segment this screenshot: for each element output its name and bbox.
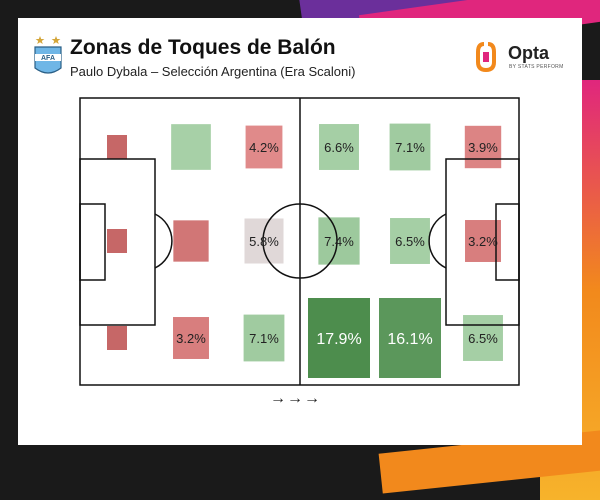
zone-label: 3.9% — [468, 140, 498, 155]
zone-label: 3.2% — [176, 331, 206, 346]
center-circle — [262, 203, 338, 279]
zone-label: 17.9% — [316, 331, 361, 348]
zone-cell — [319, 124, 359, 170]
zone-label: 6.5% — [468, 331, 498, 346]
opta-logo-icon — [476, 42, 496, 72]
left-penalty-arc — [154, 213, 173, 269]
zone-label: 7.1% — [249, 331, 279, 346]
zone-cell — [318, 217, 360, 265]
zone-cell — [464, 125, 502, 169]
zone-label: 4.2% — [249, 140, 279, 155]
chart-title: Zonas de Toques de Balón — [70, 36, 336, 59]
right-penalty-arc — [428, 213, 447, 269]
chart-card: AFA Zonas de Toques de Balón Paulo Dybal… — [18, 18, 582, 445]
zone-label: 6.5% — [395, 234, 425, 249]
chart-subtitle: Paulo Dybala – Selección Argentina (Era … — [70, 64, 356, 79]
left-goal-box — [79, 203, 106, 281]
zone-label: 16.1% — [387, 331, 432, 348]
afa-crest-icon: AFA — [34, 36, 62, 74]
labels-layer: 3.2% 4.2% 5.8% 7.1% 6.6% 7.4% 17.9% 7.1% 6.5% 16.… — [176, 140, 498, 348]
zone-cell — [243, 314, 285, 362]
zone-cell — [171, 124, 211, 170]
zone-cell — [465, 220, 501, 262]
zone-cell — [107, 326, 127, 350]
zone-cell — [107, 135, 127, 159]
zone-cell — [173, 220, 209, 262]
zone-cell — [463, 315, 503, 361]
pitch-lines — [79, 97, 520, 386]
zone-label: 3.2% — [468, 234, 498, 249]
zone-cell — [107, 229, 127, 253]
opta-logo-sub: BY STATS PERFORM — [509, 64, 564, 70]
zone-label: 5.8% — [249, 234, 279, 249]
zone-cell — [379, 298, 441, 378]
zone-label: 6.6% — [324, 140, 354, 155]
zone-cell — [245, 125, 283, 169]
zone-label: 7.1% — [395, 140, 425, 155]
right-goal-box — [495, 203, 520, 281]
opta-logo-word: Opta — [508, 43, 550, 63]
zone-cell — [389, 123, 431, 171]
zone-label: 7.4% — [324, 234, 354, 249]
crest-text: AFA — [41, 55, 55, 62]
zone-cell — [390, 218, 430, 264]
pitch-heatmap: 3.2% 4.2% 5.8% 7.1% 6.6% 7.4% 17.9% 7.1% 6.5% 16.… — [79, 97, 520, 386]
zone-cell — [308, 298, 370, 378]
attack-direction-arrows: →→→ — [270, 390, 321, 407]
zone-cell — [173, 317, 209, 359]
zone-cell — [244, 218, 284, 264]
zones-layer — [107, 123, 503, 378]
